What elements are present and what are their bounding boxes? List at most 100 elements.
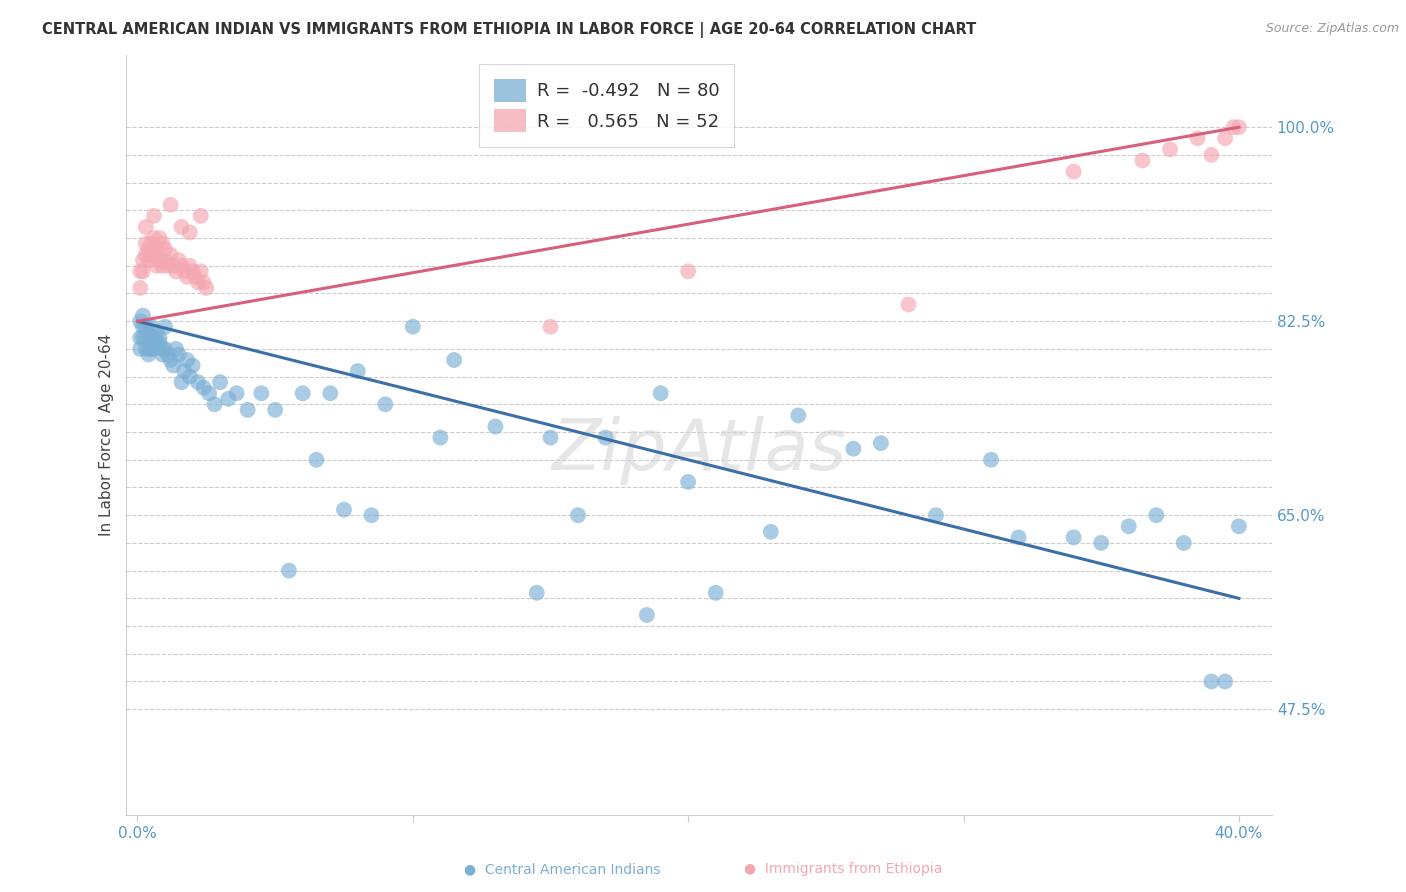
Point	[135, 248, 157, 262]
Point	[250, 386, 273, 401]
Point	[526, 586, 548, 600]
Point	[135, 331, 157, 345]
Point	[129, 281, 152, 295]
Point	[429, 431, 451, 445]
Point	[1187, 131, 1209, 145]
Point	[1144, 508, 1167, 523]
Point	[595, 431, 617, 445]
Point	[138, 242, 160, 256]
Point	[1063, 164, 1085, 178]
Point	[148, 331, 170, 345]
Point	[165, 342, 187, 356]
Point	[132, 264, 155, 278]
Point	[135, 236, 157, 251]
Point	[138, 342, 160, 356]
Point	[187, 276, 209, 290]
Point	[148, 231, 170, 245]
Point	[141, 236, 163, 251]
Point	[132, 331, 155, 345]
Point	[173, 264, 195, 278]
Point	[209, 375, 232, 389]
Point	[1201, 674, 1223, 689]
Point	[195, 281, 218, 295]
Point	[153, 319, 176, 334]
Point	[190, 264, 212, 278]
Point	[346, 364, 368, 378]
Point	[135, 342, 157, 356]
Point	[198, 386, 221, 401]
Point	[484, 419, 506, 434]
Point	[145, 336, 167, 351]
Point	[148, 253, 170, 268]
Point	[1007, 530, 1029, 544]
Point	[150, 259, 173, 273]
Point	[540, 431, 562, 445]
Point	[129, 314, 152, 328]
Point	[145, 326, 167, 340]
Point	[374, 397, 396, 411]
Point	[787, 409, 810, 423]
Point	[165, 264, 187, 278]
Point	[540, 319, 562, 334]
Point	[135, 319, 157, 334]
Point	[156, 259, 179, 273]
Point	[138, 326, 160, 340]
Point	[204, 397, 226, 411]
Point	[132, 319, 155, 334]
Point	[150, 342, 173, 356]
Point	[402, 319, 425, 334]
Point	[129, 264, 152, 278]
Point	[1118, 519, 1140, 533]
Point	[138, 347, 160, 361]
Point	[179, 226, 201, 240]
Point	[129, 331, 152, 345]
Point	[181, 264, 204, 278]
Point	[650, 386, 672, 401]
Point	[676, 475, 699, 489]
Point	[443, 353, 465, 368]
Point	[145, 242, 167, 256]
Point	[132, 309, 155, 323]
Point	[153, 242, 176, 256]
Point	[153, 342, 176, 356]
Point	[176, 269, 198, 284]
Point	[759, 524, 782, 539]
Text: ●  Immigrants from Ethiopia: ● Immigrants from Ethiopia	[744, 862, 943, 876]
Point	[1159, 142, 1181, 156]
Point	[1090, 536, 1112, 550]
Point	[143, 231, 166, 245]
Point	[167, 253, 190, 268]
Point	[150, 236, 173, 251]
Point	[159, 353, 181, 368]
Point	[305, 452, 328, 467]
Point	[181, 359, 204, 373]
Point	[1227, 519, 1250, 533]
Point	[159, 248, 181, 262]
Point	[184, 269, 207, 284]
Point	[1063, 530, 1085, 544]
Point	[193, 276, 215, 290]
Point	[135, 219, 157, 234]
Text: ●  Central American Indians: ● Central American Indians	[464, 862, 661, 876]
Point	[277, 564, 299, 578]
Point	[704, 586, 727, 600]
Point	[141, 248, 163, 262]
Point	[153, 253, 176, 268]
Point	[1222, 120, 1244, 135]
Point	[193, 381, 215, 395]
Point	[333, 502, 356, 516]
Point	[141, 319, 163, 334]
Text: Source: ZipAtlas.com: Source: ZipAtlas.com	[1265, 22, 1399, 36]
Point	[170, 375, 193, 389]
Point	[143, 209, 166, 223]
Point	[1173, 536, 1195, 550]
Point	[187, 375, 209, 389]
Point	[143, 342, 166, 356]
Point	[162, 359, 184, 373]
Point	[141, 331, 163, 345]
Point	[179, 259, 201, 273]
Point	[162, 259, 184, 273]
Point	[1227, 120, 1250, 135]
Point	[148, 336, 170, 351]
Point	[176, 353, 198, 368]
